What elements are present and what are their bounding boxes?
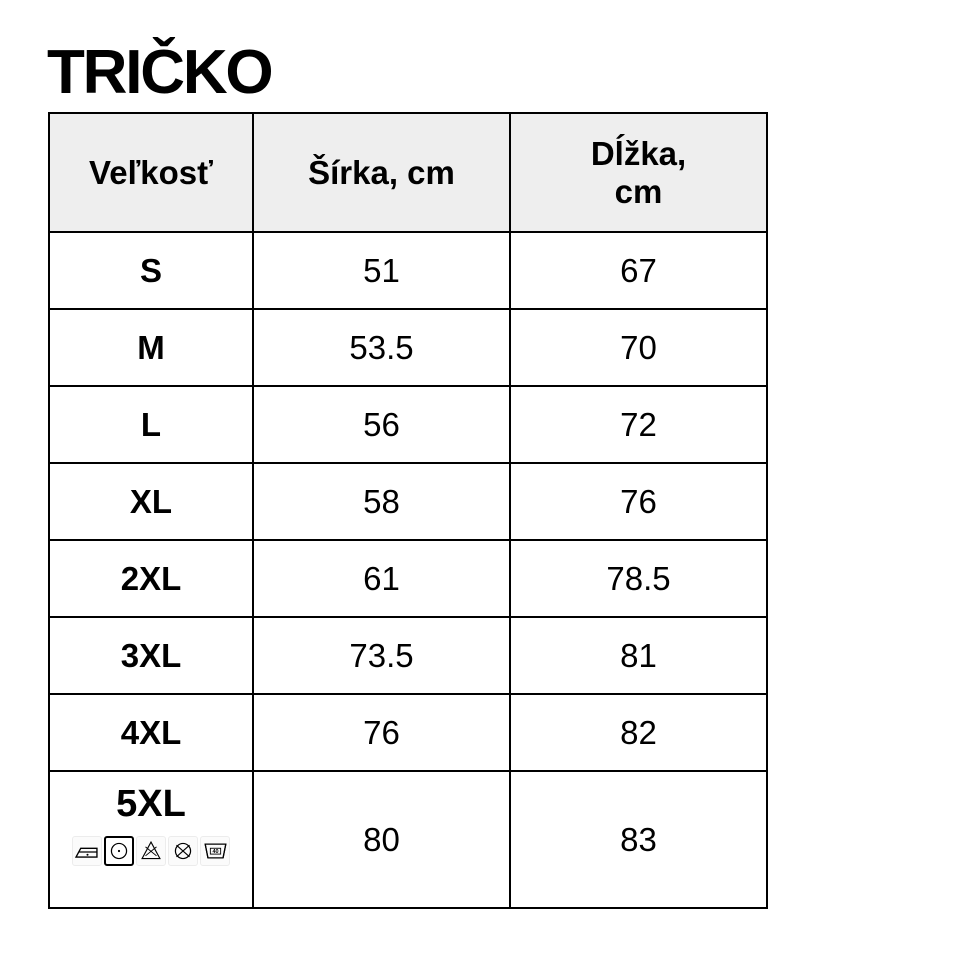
svg-text:40: 40 [212,849,218,855]
